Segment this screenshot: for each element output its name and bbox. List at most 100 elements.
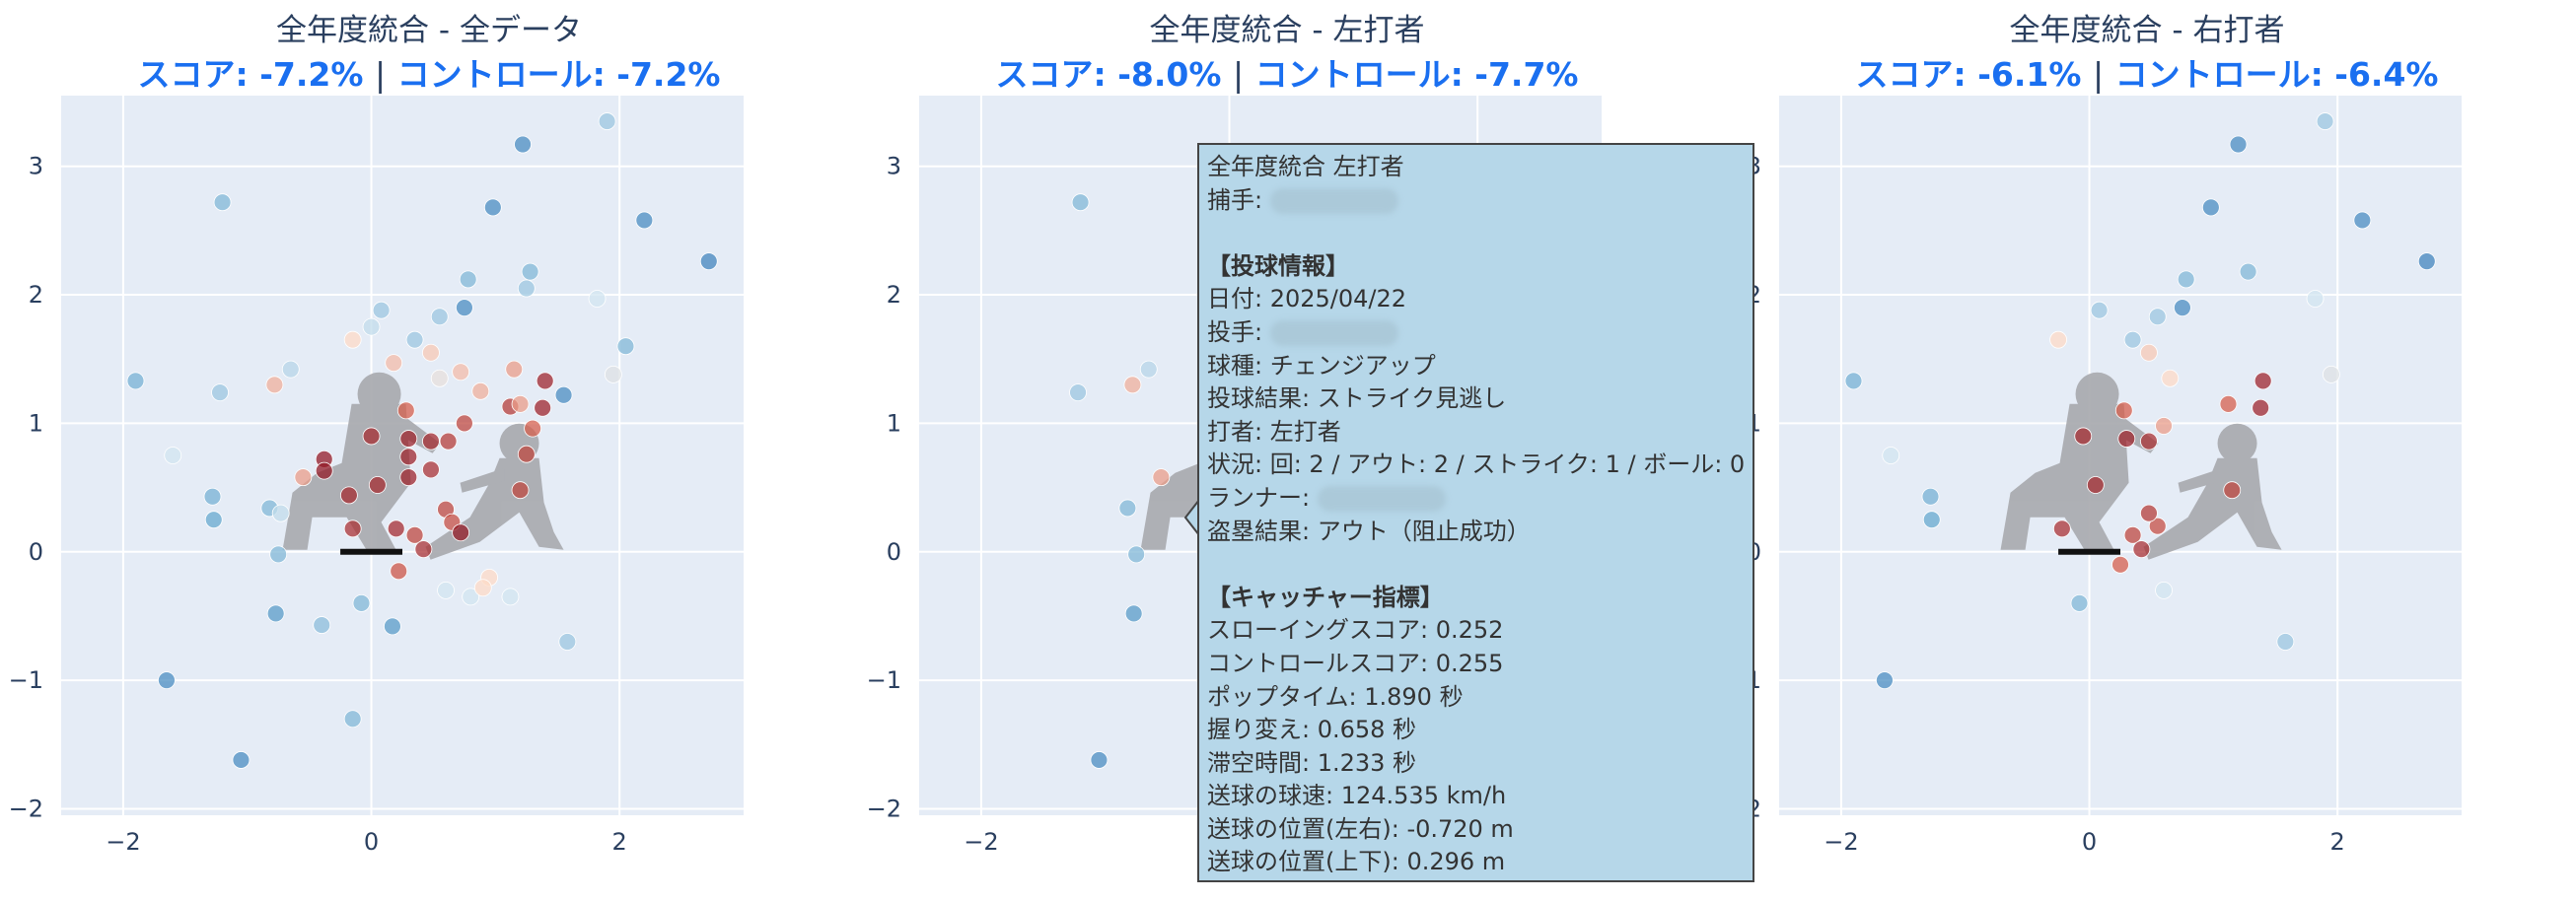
scatter-point[interactable] (384, 617, 401, 636)
scatter-point[interactable] (558, 633, 577, 651)
scatter-point[interactable] (390, 562, 408, 581)
scatter-point[interactable] (232, 751, 250, 769)
scatter-point[interactable] (414, 540, 433, 559)
scatter-point[interactable] (372, 301, 391, 319)
scatter-point[interactable] (2161, 369, 2180, 387)
scatter-point[interactable] (534, 398, 552, 417)
scatter-point[interactable] (505, 360, 524, 379)
scatter-point[interactable] (1123, 376, 1142, 394)
scatter-point[interactable] (501, 588, 520, 606)
scatter-point[interactable] (2086, 476, 2105, 494)
scatter-point[interactable] (635, 211, 654, 230)
scatter-point[interactable] (511, 481, 530, 500)
scatter-point[interactable] (2177, 270, 2195, 289)
scatter-point[interactable] (524, 419, 542, 438)
scatter-point[interactable] (343, 330, 362, 349)
scatter-point[interactable] (2111, 555, 2129, 574)
scatter-point[interactable] (2052, 520, 2071, 538)
scatter-point[interactable] (2219, 394, 2238, 413)
scatter-point[interactable] (2353, 211, 2372, 230)
scatter-point[interactable] (315, 461, 333, 480)
scatter-point[interactable] (339, 486, 358, 505)
scatter-point[interactable] (362, 317, 381, 336)
scatter-point[interactable] (2252, 398, 2270, 417)
scatter-point[interactable] (2123, 330, 2142, 349)
scatter-point[interactable] (422, 432, 440, 450)
scatter-point[interactable] (126, 372, 145, 390)
scatter-point[interactable] (2074, 427, 2093, 446)
scatter-point[interactable] (2316, 112, 2334, 130)
scatter-point[interactable] (265, 376, 284, 394)
scatter-point[interactable] (1139, 360, 1158, 379)
scatter-point[interactable] (1876, 671, 1894, 690)
scatter-point[interactable] (2123, 525, 2142, 544)
scatter-point[interactable] (1922, 511, 1941, 529)
scatter-point[interactable] (471, 381, 490, 400)
scatter-point[interactable] (456, 414, 473, 433)
scatter-point[interactable] (452, 523, 470, 542)
scatter-point[interactable] (211, 383, 229, 402)
scatter-point[interactable] (2322, 365, 2340, 383)
scatter-point[interactable] (554, 385, 573, 404)
scatter-point[interactable] (2417, 252, 2436, 271)
scatter-point[interactable] (459, 270, 477, 289)
scatter-point[interactable] (456, 299, 473, 316)
scatter-point[interactable] (2132, 540, 2151, 559)
scatter-point[interactable] (462, 588, 480, 606)
scatter-point[interactable] (343, 710, 362, 728)
scatter-point[interactable] (430, 369, 449, 387)
scatter-point[interactable] (1921, 487, 1940, 506)
scatter-point[interactable] (1124, 604, 1143, 623)
scatter-point[interactable] (405, 525, 424, 544)
scatter-point[interactable] (362, 427, 381, 446)
scatter-point[interactable] (2229, 135, 2248, 154)
scatter-point[interactable] (387, 520, 405, 538)
scatter-point[interactable] (352, 594, 371, 612)
scatter-point[interactable] (2148, 308, 2167, 326)
scatter-point[interactable] (1844, 372, 1863, 390)
scatter-point[interactable] (536, 372, 554, 390)
scatter-point[interactable] (2070, 594, 2089, 612)
scatter-point[interactable] (1069, 383, 1087, 402)
scatter-point[interactable] (452, 363, 470, 381)
scatter-point[interactable] (422, 343, 440, 362)
scatter-point[interactable] (294, 468, 313, 487)
scatter-point[interactable] (405, 330, 424, 349)
scatter-point[interactable] (2201, 198, 2220, 217)
scatter-point[interactable] (1090, 751, 1109, 769)
scatter-point[interactable] (699, 252, 718, 271)
scatter-point[interactable] (1152, 468, 1171, 487)
scatter-point[interactable] (213, 193, 232, 212)
scatter-point[interactable] (437, 581, 455, 599)
scatter-point[interactable] (2254, 372, 2272, 390)
scatter-point[interactable] (604, 365, 622, 383)
scatter-point[interactable] (2140, 343, 2158, 362)
scatter-point[interactable] (269, 545, 288, 564)
scatter-point[interactable] (271, 504, 290, 522)
scatter-point[interactable] (2306, 290, 2325, 308)
scatter-point[interactable] (2174, 299, 2191, 316)
scatter-point[interactable] (313, 616, 331, 634)
scatter-point[interactable] (2276, 633, 2295, 651)
scatter-point[interactable] (473, 579, 492, 597)
scatter-point[interactable] (2239, 262, 2257, 281)
scatter-point[interactable] (2155, 417, 2173, 435)
scatter-point[interactable] (483, 198, 502, 217)
scatter-point[interactable] (2049, 330, 2067, 349)
scatter-point[interactable] (1127, 545, 1146, 564)
scatter-point[interactable] (266, 604, 285, 623)
scatter-point[interactable] (2223, 481, 2242, 500)
scatter-point[interactable] (204, 511, 223, 529)
scatter-point[interactable] (1882, 447, 1900, 464)
scatter-point[interactable] (343, 520, 362, 538)
scatter-point[interactable] (2140, 432, 2158, 450)
scatter-point[interactable] (385, 354, 403, 373)
scatter-point[interactable] (439, 432, 458, 450)
scatter-point[interactable] (2117, 430, 2136, 448)
scatter-point[interactable] (517, 279, 536, 298)
scatter-point[interactable] (399, 468, 418, 487)
scatter-point[interactable] (1071, 193, 1090, 212)
scatter-point[interactable] (422, 460, 440, 479)
